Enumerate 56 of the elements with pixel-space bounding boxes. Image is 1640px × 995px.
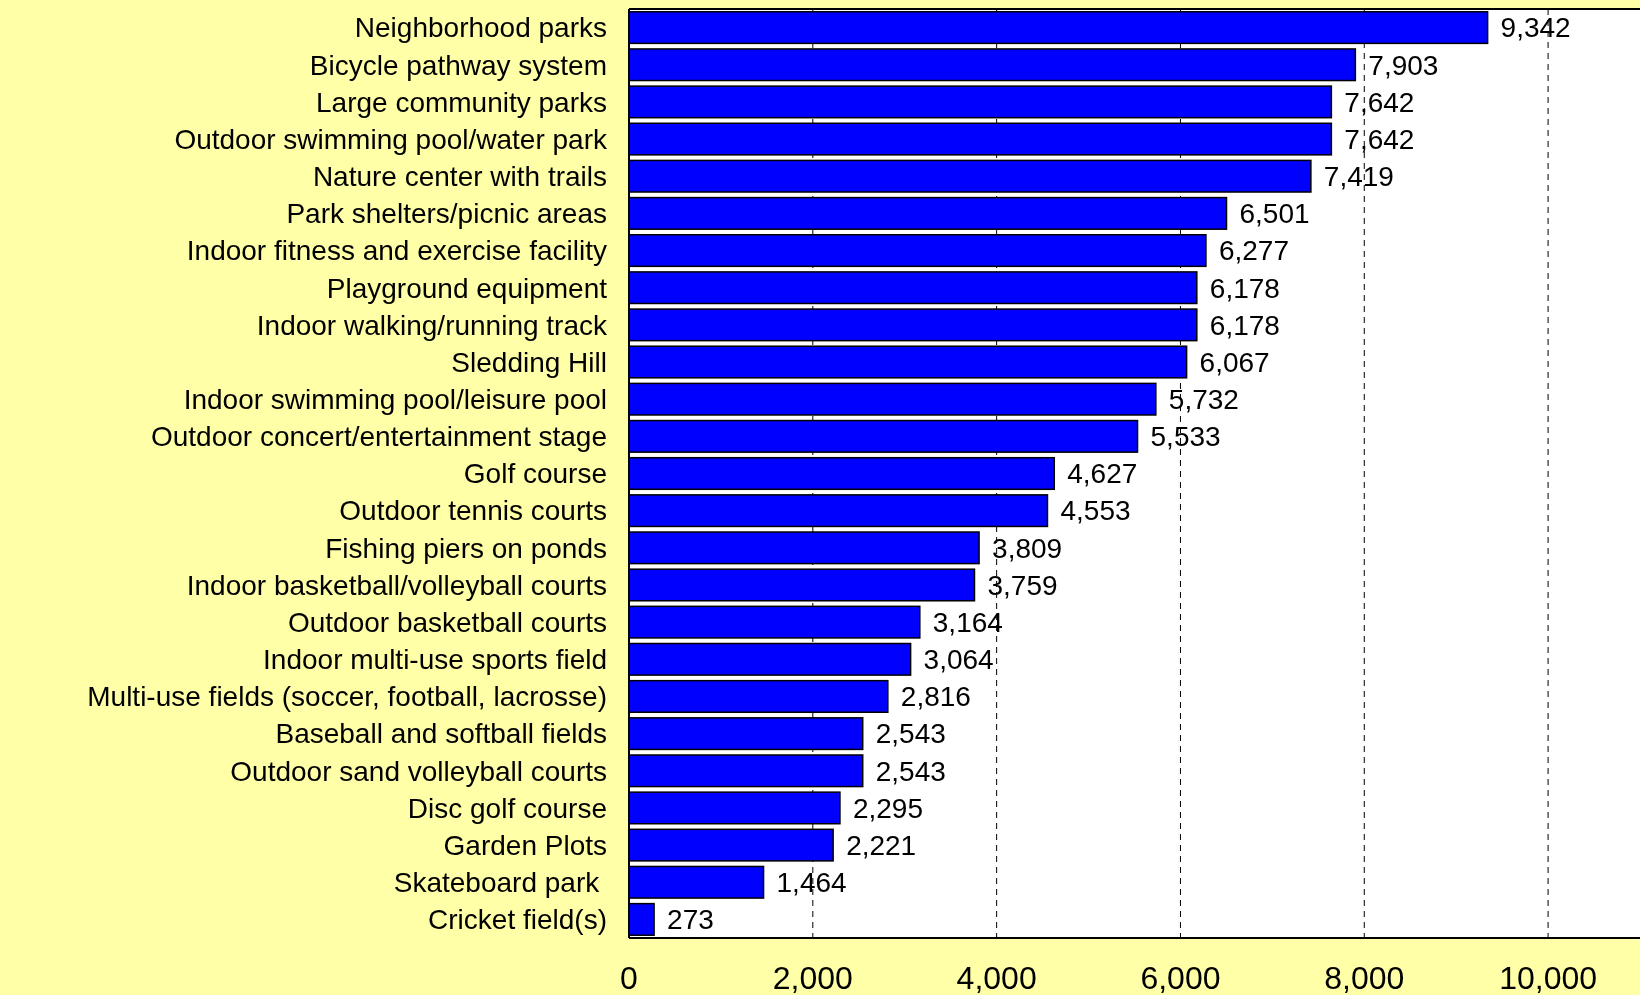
y-tick-label: Bicycle pathway system <box>309 49 607 81</box>
x-tick-label: 2,000 <box>772 960 853 995</box>
x-tick-label: 0 <box>620 960 638 995</box>
data-label: 3,064 <box>923 644 994 676</box>
y-tick-label: Baseball and softball fields <box>275 718 607 750</box>
y-tick-label: Skateboard park <box>393 867 607 899</box>
y-tick-label: Park shelters/picnic areas <box>286 198 607 230</box>
data-label: 6,501 <box>1239 198 1310 230</box>
y-tick-label: Outdoor concert/entertainment stage <box>150 421 607 453</box>
y-tick-label: Indoor walking/running track <box>256 309 608 341</box>
y-tick-label: Garden Plots <box>443 829 607 861</box>
data-label: 4,553 <box>1060 495 1131 527</box>
data-label: 7,419 <box>1323 161 1394 193</box>
data-label: 273 <box>667 904 714 936</box>
data-label: 5,533 <box>1150 421 1221 453</box>
y-tick-label: Multi-use fields (soccer, football, lacrosse) <box>87 681 607 713</box>
data-label: 7,642 <box>1344 86 1415 118</box>
data-label: 6,178 <box>1209 309 1280 341</box>
data-label: 3,759 <box>987 569 1058 601</box>
data-label: 6,277 <box>1218 235 1289 267</box>
data-label: 5,732 <box>1168 383 1239 415</box>
y-tick-label: Indoor fitness and exercise facility <box>186 235 607 267</box>
y-tick-label: Nature center with trails <box>312 161 607 193</box>
data-label: 4,627 <box>1067 458 1138 490</box>
y-tick-label: Large community parks <box>315 86 607 118</box>
y-tick-label: Indoor basketball/volleyball courts <box>186 569 607 601</box>
y-tick-label: Outdoor swimming pool/water park <box>174 123 608 155</box>
data-label: 7,642 <box>1344 123 1415 155</box>
y-tick-label: Outdoor basketball courts <box>287 606 607 638</box>
data-label: 6,067 <box>1199 346 1270 378</box>
y-tick-label: Cricket field(s) <box>428 904 607 936</box>
data-label: 2,295 <box>852 792 924 824</box>
data-label: 2,816 <box>900 681 971 713</box>
data-label: 3,809 <box>992 532 1063 564</box>
x-tick-label: 8,000 <box>1324 960 1405 995</box>
data-label: 9,342 <box>1500 12 1571 44</box>
y-tick-label: Fishing piers on ponds <box>325 532 607 564</box>
y-tick-label: Sledding Hill <box>451 346 607 378</box>
x-tick-label: 6,000 <box>1140 960 1221 995</box>
data-label: 2,543 <box>875 718 946 750</box>
y-tick-label: Outdoor tennis courts <box>339 495 607 527</box>
x-tick-label: 4,000 <box>956 960 1037 995</box>
data-label: 7,903 <box>1368 49 1439 81</box>
y-tick-label: Neighborhood parks <box>354 12 607 44</box>
data-label: 6,178 <box>1209 272 1280 304</box>
data-label: 2,221 <box>846 829 917 861</box>
y-tick-label: Golf course <box>463 458 607 490</box>
y-tick-label: Outdoor sand volleyball courts <box>230 755 607 787</box>
y-tick-label: Indoor swimming pool/leisure pool <box>183 383 607 415</box>
y-tick-label: Playground equipment <box>326 272 608 304</box>
x-tick-label: 10,000 <box>1499 960 1598 995</box>
data-label: 1,464 <box>776 867 847 899</box>
data-label: 2,543 <box>875 755 946 787</box>
y-tick-label: Disc golf course <box>407 792 607 824</box>
data-label: 3,164 <box>932 606 1003 638</box>
y-tick-label: Indoor multi-use sports field <box>263 644 607 676</box>
